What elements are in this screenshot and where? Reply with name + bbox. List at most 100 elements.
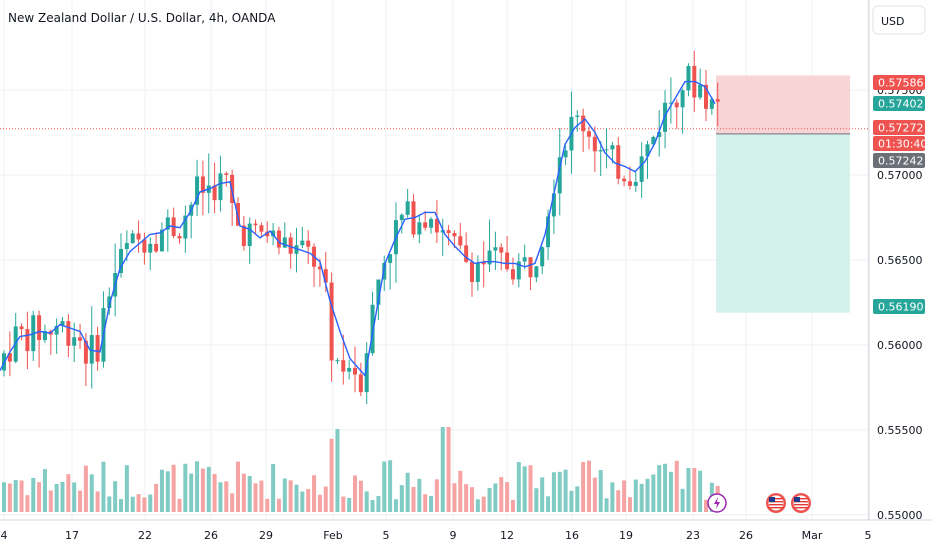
candle-body <box>317 266 322 270</box>
volume-bar <box>189 473 194 512</box>
volume-bar <box>31 477 36 512</box>
volume-bar <box>54 483 59 512</box>
candle-body <box>704 84 708 109</box>
candle-body <box>715 99 720 102</box>
candle-body <box>423 222 428 228</box>
volume-bar <box>663 463 668 512</box>
price-tick-label: 0.55000 <box>877 509 923 522</box>
candle-body <box>610 145 615 150</box>
volume-bar <box>680 488 685 512</box>
volume-bar <box>464 484 469 512</box>
volume-bar <box>470 487 474 512</box>
event-markers[interactable] <box>707 493 811 513</box>
take-profit-zone <box>716 133 850 313</box>
volume-bar <box>440 427 445 512</box>
price-tag-label: 0.57272 <box>878 122 924 135</box>
candle-body <box>136 233 141 240</box>
volume-bar <box>142 497 147 512</box>
volume-bar <box>259 480 264 512</box>
time-tick-label: 26 <box>739 529 753 542</box>
volume-bar <box>686 468 691 512</box>
volume-bar <box>563 469 568 512</box>
candle-body <box>534 266 539 278</box>
volume-bar <box>616 490 621 512</box>
volume-bar <box>388 460 393 512</box>
volume-bar <box>89 474 94 512</box>
price-tag-label: 0.57402 <box>878 98 924 111</box>
volume-bar <box>241 473 246 512</box>
time-tick-label: 16 <box>565 529 579 542</box>
volume-bar <box>265 498 270 512</box>
candle-body <box>107 296 112 309</box>
candle-body <box>288 237 293 254</box>
candle-body <box>686 65 691 91</box>
us-flag-icon[interactable] <box>791 493 811 513</box>
volume-bar <box>60 481 65 512</box>
volume-bar <box>66 474 71 512</box>
volume-bar <box>546 496 551 512</box>
volume-bar <box>148 494 153 512</box>
price-tag <box>873 136 925 151</box>
us-flag-icon-stripe <box>794 507 808 509</box>
price-tag-label: 0.56190 <box>878 301 924 314</box>
us-flag-icon-stripe <box>769 507 783 509</box>
volume-bar <box>429 495 434 512</box>
candle-body <box>587 131 591 137</box>
volume-bar <box>206 466 211 512</box>
volume-bar <box>358 480 363 512</box>
volume-bar <box>458 470 463 512</box>
time-tick-label: 17 <box>65 529 79 542</box>
volume-bar <box>639 483 644 512</box>
volume-bar <box>294 484 299 512</box>
candle-body <box>72 337 77 346</box>
volume-bar <box>540 477 545 512</box>
volume-bar <box>510 499 515 512</box>
time-tick-label: 26 <box>204 529 218 542</box>
volume-bar <box>212 473 217 512</box>
candle-body <box>42 331 47 341</box>
volume-bar <box>370 499 375 512</box>
candle-body <box>440 230 445 233</box>
volume-bar <box>25 495 30 512</box>
candle-body <box>370 304 375 354</box>
volume-bar <box>622 480 627 512</box>
candle-body <box>183 215 188 239</box>
candle-body <box>651 136 656 145</box>
candle-body <box>177 235 182 239</box>
price-tag <box>873 96 925 111</box>
currency-button[interactable]: USD <box>872 5 926 35</box>
volume-bar <box>446 427 451 512</box>
candle-body <box>470 261 474 282</box>
time-axis[interactable]: 4 17 22 26 29 Feb 5 9 12 16 19 23 26 Mar 5 <box>1 529 872 542</box>
volume-bar <box>698 470 703 512</box>
volume-bar <box>224 481 229 512</box>
volume-bar <box>587 460 591 512</box>
volume-bar <box>668 471 673 512</box>
lightning-icon[interactable] <box>707 493 727 513</box>
volume-bar <box>651 474 656 512</box>
volume-bar <box>423 494 428 512</box>
candle-body <box>481 262 486 265</box>
volume-bar <box>645 478 650 512</box>
time-tick-label: 22 <box>138 529 152 542</box>
us-flag-icon[interactable] <box>766 493 786 513</box>
volume-bar <box>306 488 311 512</box>
candle-body <box>329 282 334 361</box>
volume-bar <box>657 465 662 512</box>
volume-bar <box>195 461 200 512</box>
candle-body <box>493 247 498 251</box>
candle-body <box>306 240 311 247</box>
candle-body <box>487 250 492 265</box>
position-tool[interactable] <box>0 75 869 313</box>
volume-bar <box>347 497 352 512</box>
candle-body <box>464 245 469 262</box>
candle-body <box>645 144 650 157</box>
price-tick-label: 0.56500 <box>877 254 923 267</box>
candle-body <box>195 176 200 205</box>
candle-body <box>224 173 229 175</box>
volume-bar <box>452 483 457 512</box>
time-tick-label: Feb <box>323 529 342 542</box>
candle-body <box>271 230 276 237</box>
candle-body <box>499 247 504 253</box>
